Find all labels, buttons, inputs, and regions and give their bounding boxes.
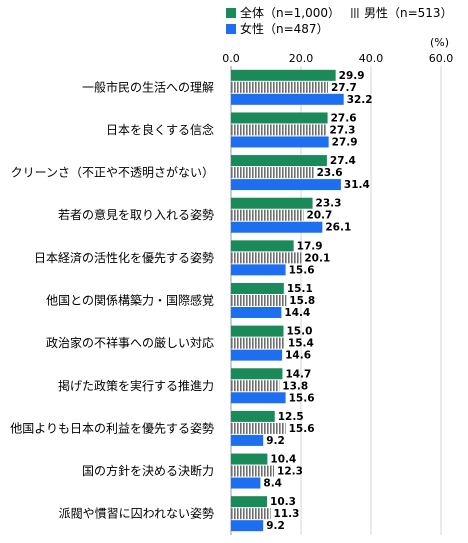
value-label-6-0: 15.0 [287, 326, 313, 338]
category-label-4: 日本経済の活性化を優先する姿勢 [34, 250, 214, 265]
value-label-9-2: 8.4 [263, 478, 282, 490]
bar-0-1 [231, 81, 328, 93]
bar-7-1 [231, 380, 280, 392]
bar-9-0 [231, 453, 268, 465]
bar-6-2 [231, 349, 283, 361]
bar-7-2 [231, 392, 286, 404]
value-label-3-1: 20.7 [306, 210, 332, 222]
value-label-9-1: 12.3 [277, 466, 303, 478]
legend-label-2: 女性（n=487） [240, 21, 329, 36]
bar-1-0 [231, 112, 328, 124]
value-label-4-0: 17.9 [297, 240, 323, 252]
legend-label-1: 男性（n=513） [364, 6, 453, 20]
category-label-9: 国の方針を決める決断力 [82, 463, 214, 478]
value-label-2-2: 31.4 [344, 179, 370, 191]
bar-8-1 [231, 422, 286, 434]
value-label-10-0: 10.3 [270, 496, 296, 508]
value-label-8-2: 9.2 [266, 435, 285, 447]
category-label-7: 掲げた政策を実行する推進力 [58, 378, 214, 393]
bar-8-2 [231, 434, 264, 446]
bar-5-2 [231, 307, 282, 318]
value-label-2-1: 23.6 [317, 167, 343, 179]
bar-3-1 [231, 209, 304, 221]
value-label-5-0: 15.1 [287, 283, 313, 295]
x-tick-0: 0.0 [222, 52, 240, 65]
value-label-4-2: 15.6 [289, 264, 315, 276]
value-label-8-1: 15.6 [289, 423, 315, 435]
value-label-7-1: 13.8 [282, 380, 308, 392]
legend-swatch-0 [226, 8, 236, 18]
value-label-3-0: 23.3 [316, 198, 342, 210]
bar-9-1 [231, 465, 275, 477]
category-label-8: 他国よりも日本の利益を優先する姿勢 [10, 420, 214, 435]
bar-7-0 [231, 368, 283, 380]
bar-1-2 [231, 136, 329, 148]
bar-3-0 [231, 197, 313, 209]
value-label-3-2: 26.1 [325, 222, 351, 234]
value-label-0-2: 32.2 [347, 94, 373, 106]
value-label-9-0: 10.4 [270, 454, 296, 466]
category-label-0: 一般市民の生活への理解 [82, 79, 214, 94]
category-label-3: 若者の意見を取り入れる姿勢 [58, 207, 214, 222]
bar-4-1 [231, 252, 302, 264]
bar-10-0 [231, 496, 268, 508]
legend-swatch-1 [350, 8, 360, 18]
x-tick-2: 40.0 [359, 52, 384, 65]
value-label-6-1: 15.4 [288, 338, 314, 350]
bar-6-0 [231, 325, 284, 337]
bar-8-0 [231, 410, 275, 422]
value-label-0-1: 27.7 [331, 82, 357, 94]
value-label-5-1: 15.8 [289, 295, 315, 307]
value-label-4-1: 20.1 [304, 252, 330, 264]
bar-0-0 [231, 69, 336, 81]
bar-9-2 [231, 477, 261, 489]
category-label-5: 他国との関係構築力・国際感覚 [46, 293, 214, 308]
legend: 全体（n=1,000） 男性（n=513） 女性（n=487） [226, 5, 453, 36]
unit-label: (%) [430, 36, 449, 49]
bar-3-2 [231, 221, 323, 233]
value-label-6-2: 14.6 [285, 350, 311, 362]
bar-5-0 [231, 283, 284, 294]
category-label-10: 派閥や慣習に囚われない姿勢 [59, 506, 214, 521]
bar-2-2 [231, 179, 341, 191]
value-label-1-1: 27.3 [330, 124, 356, 136]
x-tick-1: 20.0 [289, 52, 314, 65]
value-label-0-0: 29.9 [339, 70, 365, 82]
bar-4-0 [231, 240, 294, 252]
value-label-8-0: 12.5 [278, 411, 304, 423]
category-label-6: 政治家の不祥事への厳しい対応 [46, 335, 214, 350]
value-label-1-0: 27.6 [331, 112, 357, 124]
value-label-1-2: 27.9 [332, 136, 358, 148]
value-label-5-2: 14.4 [284, 307, 310, 319]
value-label-7-0: 14.7 [285, 368, 311, 380]
bar-10-2 [231, 520, 264, 532]
value-label-2-0: 27.4 [330, 155, 356, 167]
bar-0-2 [231, 93, 344, 105]
category-label-2: クリーンさ（不正や不透明さがない） [11, 165, 214, 180]
bar-5-1 [231, 295, 287, 306]
x-tick-3: 60.0 [429, 52, 454, 65]
bar-2-1 [231, 167, 314, 179]
value-label-7-2: 15.6 [289, 392, 315, 404]
x-axis: 0.0 20.0 40.0 60.0 [222, 52, 453, 65]
category-label-1: 日本を良くする信念 [106, 122, 214, 137]
bar-10-1 [231, 508, 271, 520]
bar-2-0 [231, 155, 327, 167]
value-label-10-2: 9.2 [266, 520, 285, 532]
bar-6-1 [231, 337, 285, 349]
bar-1-1 [231, 124, 327, 136]
legend-swatch-2 [226, 24, 236, 34]
legend-label-0: 全体（n=1,000） [240, 5, 340, 20]
bar-4-2 [231, 264, 286, 276]
value-label-10-1: 11.3 [274, 508, 300, 520]
bars: 29.927.732.2 27.627.327.9 27.423.631.423.3… [231, 69, 373, 532]
